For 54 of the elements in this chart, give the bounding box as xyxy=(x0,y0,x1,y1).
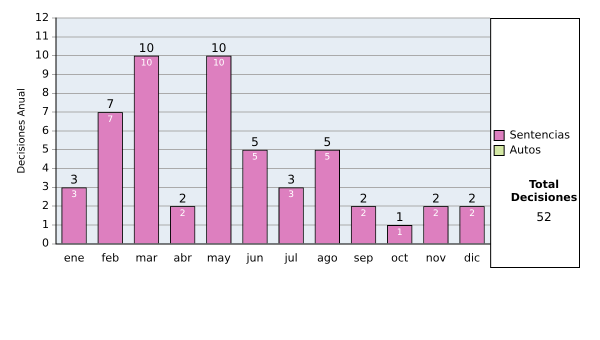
data-label: 5 xyxy=(324,152,330,163)
x-tick-label: may xyxy=(206,251,232,264)
data-label: 1 xyxy=(396,228,403,238)
data-label: 10 xyxy=(140,58,152,68)
legend-label: Autos xyxy=(510,143,542,156)
total-label: 1 xyxy=(396,210,404,224)
y-tick-label: 11 xyxy=(34,30,49,43)
y-tick-label: 3 xyxy=(42,180,49,194)
data-label: 2 xyxy=(433,209,439,220)
y-tick-label: 0 xyxy=(42,236,49,250)
data-label: 2 xyxy=(180,209,186,220)
x-tick-label: abr xyxy=(174,251,192,264)
y-tick-label: 8 xyxy=(42,86,49,100)
x-tick-label: mar xyxy=(135,251,158,264)
y-tick-label: 1 xyxy=(42,218,49,231)
data-label: 3 xyxy=(288,190,294,200)
total-label: 2 xyxy=(468,191,476,206)
x-tick-label: sep xyxy=(354,251,374,264)
total-label: 3 xyxy=(70,172,78,186)
total-label: 5 xyxy=(251,134,259,149)
total-label: 7 xyxy=(106,97,114,112)
total-label: 2 xyxy=(178,191,186,206)
y-tick-label: 7 xyxy=(42,104,49,118)
y-tick-label: 4 xyxy=(42,161,49,174)
legend-label: Sentencias xyxy=(510,128,570,142)
y-axis-title: Decisiones Anual xyxy=(16,88,28,174)
data-label: 2 xyxy=(469,209,475,220)
y-tick-label: 10 xyxy=(34,48,49,62)
x-tick-label: feb xyxy=(101,251,120,264)
x-tick-label: dic xyxy=(464,251,480,264)
total-label: 10 xyxy=(211,40,226,55)
total-label: 10 xyxy=(138,40,154,55)
x-tick-label: ago xyxy=(317,251,338,264)
total-label: 2 xyxy=(432,191,440,206)
x-tick-label: nov xyxy=(426,251,446,264)
y-tick-label: 5 xyxy=(42,142,49,156)
text: 52 xyxy=(535,210,553,224)
data-label: 2 xyxy=(360,209,366,220)
x-tick-label: jun xyxy=(245,251,264,264)
data-label: 7 xyxy=(107,114,114,125)
data-label: 3 xyxy=(71,190,77,200)
y-tick-label: 12 xyxy=(34,10,49,24)
y-tick-label: 9 xyxy=(42,67,49,80)
total-label: 3 xyxy=(287,172,295,186)
y-tick-label: 2 xyxy=(42,199,49,212)
x-tick-label: jul xyxy=(284,251,298,264)
data-label: 5 xyxy=(252,152,258,163)
y-tick-label: 6 xyxy=(42,124,49,137)
x-tick-label: oct xyxy=(391,251,409,264)
x-tick-label: ene xyxy=(64,251,85,264)
total-label: 5 xyxy=(324,134,332,149)
text: Total Decisiones xyxy=(510,178,578,204)
data-label: 10 xyxy=(213,58,225,68)
total-label: 2 xyxy=(360,191,368,206)
